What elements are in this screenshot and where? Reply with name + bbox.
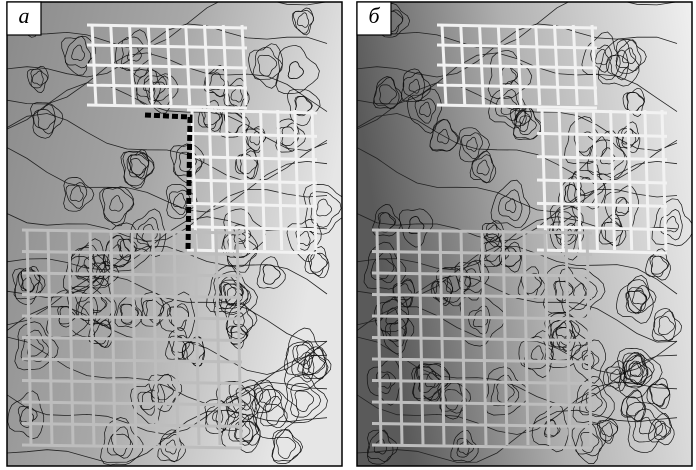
panel-label: б [368, 3, 380, 28]
page: а б (() => { const data = JSON.parse(doc… [0, 0, 696, 470]
panel [7, 0, 349, 466]
figure: а б [0, 0, 696, 470]
panel-label: а [19, 3, 30, 28]
panel [357, 0, 693, 466]
